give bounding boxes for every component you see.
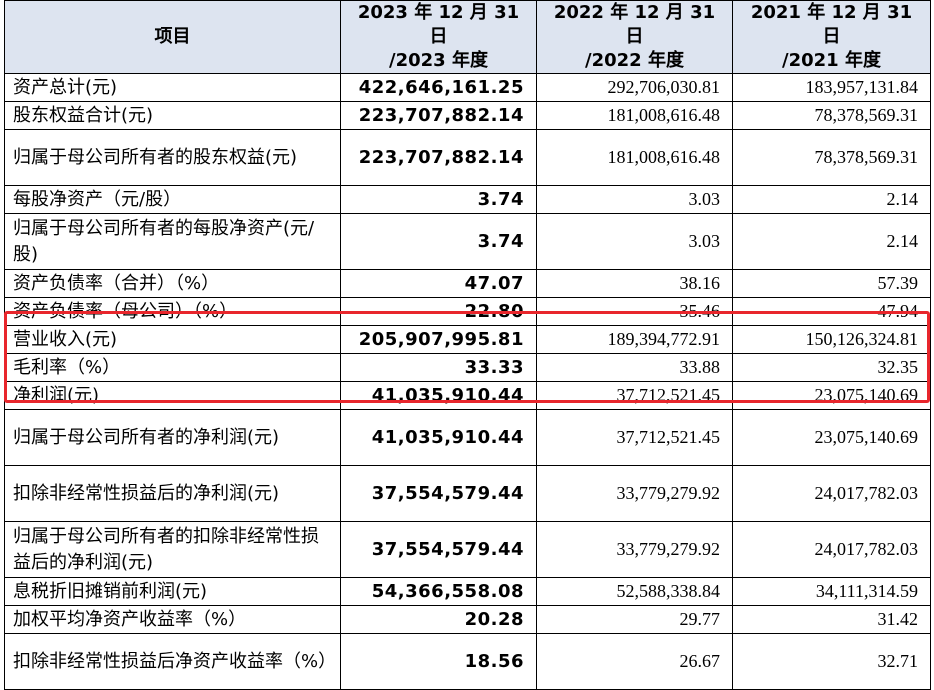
header-2021: 2021 年 12 月 31 日 /2021 年度 — [732, 0, 931, 74]
value-2023: 54,366,558.08 — [340, 577, 537, 606]
row-label: 每股净资产（元/股） — [4, 185, 341, 214]
value-2023: 3.74 — [340, 213, 537, 270]
value-2022: 3.03 — [536, 185, 733, 214]
table-row: 归属于母公司所有者的股东权益(元) 223,707,882.14 181,008,6… — [4, 129, 931, 186]
row-label: 净利润(元) — [4, 381, 341, 410]
row-label: 归属于母公司所有者的每股净资产(元/股) — [4, 213, 341, 270]
table-header-row: 项目 2023 年 12 月 31 日 /2023 年度 2022 年 12 月… — [4, 0, 931, 74]
table-row: 扣除非经常性损益后净资产收益率（%） 18.56 26.67 32.71 — [4, 633, 931, 690]
table-row: 每股净资产（元/股） 3.74 3.03 2.14 — [4, 185, 931, 214]
row-label: 扣除非经常性损益后净资产收益率（%） — [4, 633, 341, 690]
table-row: 息税折旧摊销前利润(元) 54,366,558.08 52,588,338.84 34… — [4, 577, 931, 606]
value-2022: 35.46 — [536, 297, 733, 326]
value-2023: 205,907,995.81 — [340, 325, 537, 354]
header-2023-line1: 2023 年 12 月 31 日 — [357, 2, 520, 47]
value-2021: 34,111,314.59 — [732, 577, 931, 606]
value-2021: 78,378,569.31 — [732, 129, 931, 186]
row-label: 毛利率（%） — [4, 353, 341, 382]
row-label: 归属于母公司所有者的股东权益(元) — [4, 129, 341, 186]
value-2023: 223,707,882.14 — [340, 101, 537, 130]
value-2021: 23,075,140.69 — [732, 409, 931, 466]
value-2023: 18.56 — [340, 633, 537, 690]
value-2022: 52,588,338.84 — [536, 577, 733, 606]
value-2021: 32.71 — [732, 633, 931, 690]
header-item: 项目 — [4, 0, 341, 74]
header-2021-line2: /2021 年度 — [782, 50, 881, 71]
value-2022: 37,712,521.45 — [536, 409, 733, 466]
financial-indicators-table: 项目 2023 年 12 月 31 日 /2023 年度 2022 年 12 月… — [4, 0, 931, 690]
value-2022: 29.77 — [536, 605, 733, 634]
value-2023: 20.28 — [340, 605, 537, 634]
value-2021: 24,017,782.03 — [732, 465, 931, 522]
value-2022: 189,394,772.91 — [536, 325, 733, 354]
row-label: 资产总计(元) — [4, 73, 341, 102]
value-2021: 31.42 — [732, 605, 931, 634]
value-2021: 2.14 — [732, 185, 931, 214]
header-2022-line1: 2022 年 12 月 31 日 — [553, 2, 716, 47]
financial-table-container: 项目 2023 年 12 月 31 日 /2023 年度 2022 年 12 月… — [4, 0, 931, 690]
table-row: 股东权益合计(元) 223,707,882.14 181,008,616.48 78,… — [4, 101, 931, 130]
row-label: 扣除非经常性损益后的净利润(元) — [4, 465, 341, 522]
value-2022: 181,008,616.48 — [536, 129, 733, 186]
header-2021-line1: 2021 年 12 月 31 日 — [750, 2, 913, 47]
row-label: 资产负债率（母公司）（%） — [4, 297, 341, 326]
table-row: 归属于母公司所有者的净利润(元) 41,035,910.44 37,712,521.… — [4, 409, 931, 466]
value-2023: 33.33 — [340, 353, 537, 382]
header-2023-line2: /2023 年度 — [389, 50, 488, 71]
row-label: 营业收入(元) — [4, 325, 341, 354]
value-2023: 223,707,882.14 — [340, 129, 537, 186]
row-label: 归属于母公司所有者的净利润(元) — [4, 409, 341, 466]
table-row: 毛利率（%） 33.33 33.88 32.35 — [4, 353, 931, 382]
value-2023: 422,646,161.25 — [340, 73, 537, 102]
value-2022: 3.03 — [536, 213, 733, 270]
value-2022: 33.88 — [536, 353, 733, 382]
value-2022: 26.67 — [536, 633, 733, 690]
header-2022: 2022 年 12 月 31 日 /2022 年度 — [536, 0, 733, 74]
header-2023: 2023 年 12 月 31 日 /2023 年度 — [340, 0, 537, 74]
table-body: 资产总计(元) 422,646,161.25 292,706,030.81 183,9… — [4, 73, 931, 690]
table-row: 加权平均净资产收益率（%） 20.28 29.77 31.42 — [4, 605, 931, 634]
value-2021: 78,378,569.31 — [732, 101, 931, 130]
value-2022: 181,008,616.48 — [536, 101, 733, 130]
value-2021: 23,075,140.69 — [732, 381, 931, 410]
value-2023: 37,554,579.44 — [340, 465, 537, 522]
table-row: 资产负债率（母公司）（%） 22.80 35.46 47.94 — [4, 297, 931, 326]
row-label: 资产负债率（合并）（%） — [4, 269, 341, 298]
row-label: 息税折旧摊销前利润(元) — [4, 577, 341, 606]
value-2023: 47.07 — [340, 269, 537, 298]
value-2021: 150,126,324.81 — [732, 325, 931, 354]
value-2023: 37,554,579.44 — [340, 521, 537, 578]
value-2021: 32.35 — [732, 353, 931, 382]
value-2023: 41,035,910.44 — [340, 409, 537, 466]
value-2021: 47.94 — [732, 297, 931, 326]
row-label: 归属于母公司所有者的扣除非经常性损益后的净利润(元) — [4, 521, 341, 578]
value-2022: 38.16 — [536, 269, 733, 298]
value-2022: 33,779,279.92 — [536, 465, 733, 522]
table-row: 营业收入(元) 205,907,995.81 189,394,772.91 150,1… — [4, 325, 931, 354]
value-2023: 22.80 — [340, 297, 537, 326]
table-row: 归属于母公司所有者的每股净资产(元/股) 3.74 3.03 2.14 — [4, 213, 931, 270]
table-row: 扣除非经常性损益后的净利润(元) 37,554,579.44 33,779,279.… — [4, 465, 931, 522]
table-row: 资产总计(元) 422,646,161.25 292,706,030.81 183,9… — [4, 73, 931, 102]
row-label: 加权平均净资产收益率（%） — [4, 605, 341, 634]
table-row: 归属于母公司所有者的扣除非经常性损益后的净利润(元) 37,554,579.44 3… — [4, 521, 931, 578]
value-2021: 183,957,131.84 — [732, 73, 931, 102]
table-row: 净利润(元) 41,035,910.44 37,712,521.45 23,075,1… — [4, 381, 931, 410]
value-2022: 33,779,279.92 — [536, 521, 733, 578]
header-2022-line2: /2022 年度 — [585, 50, 684, 71]
table-row: 资产负债率（合并）（%） 47.07 38.16 57.39 — [4, 269, 931, 298]
value-2022: 37,712,521.45 — [536, 381, 733, 410]
value-2023: 3.74 — [340, 185, 537, 214]
value-2021: 2.14 — [732, 213, 931, 270]
value-2021: 24,017,782.03 — [732, 521, 931, 578]
value-2021: 57.39 — [732, 269, 931, 298]
row-label: 股东权益合计(元) — [4, 101, 341, 130]
value-2022: 292,706,030.81 — [536, 73, 733, 102]
value-2023: 41,035,910.44 — [340, 381, 537, 410]
